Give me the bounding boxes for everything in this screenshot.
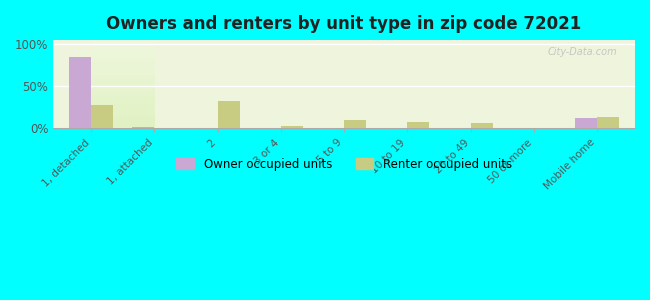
Bar	[133, 127, 155, 128]
Bar	[281, 126, 303, 128]
Title: Owners and renters by unit type in zip code 72021: Owners and renters by unit type in zip c…	[107, 15, 582, 33]
Bar	[471, 123, 493, 128]
Bar	[344, 120, 366, 128]
Bar	[597, 116, 619, 128]
Bar	[69, 57, 91, 128]
Bar	[408, 122, 430, 128]
Text: City-Data.com: City-Data.com	[548, 47, 617, 57]
Bar	[91, 105, 113, 128]
Bar	[218, 100, 240, 128]
Legend: Owner occupied units, Renter occupied units: Owner occupied units, Renter occupied un…	[172, 153, 517, 175]
Bar	[575, 118, 597, 128]
